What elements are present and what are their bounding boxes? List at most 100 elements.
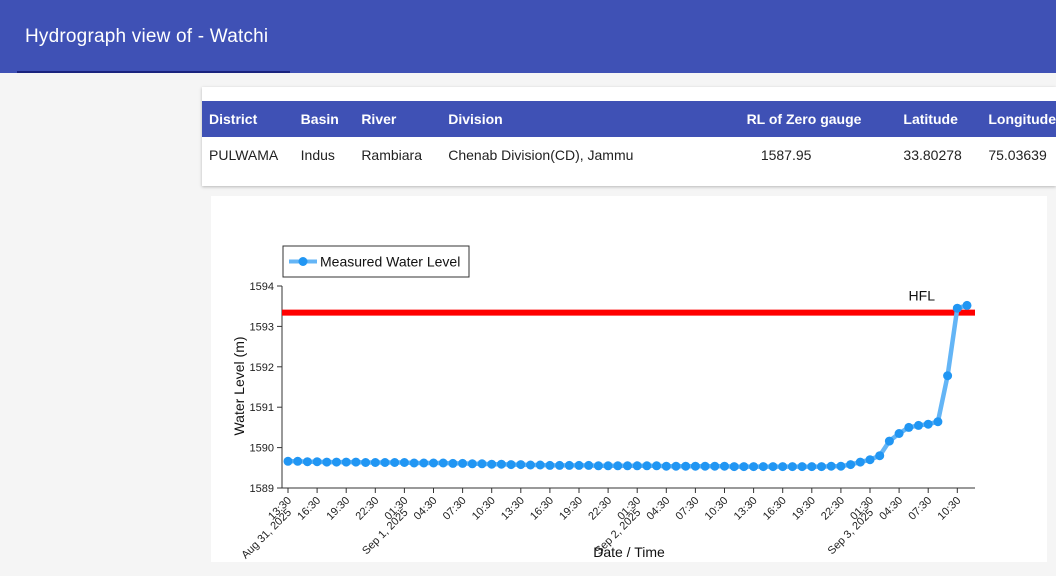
x-tick-label: 13:30 (499, 495, 527, 523)
data-point (603, 461, 613, 471)
page-title: Hydrograph view of - Watchi (25, 26, 269, 47)
cell-division: Chenab Division(CD), Jammu (448, 147, 634, 163)
data-point (584, 460, 594, 470)
data-point (720, 461, 729, 471)
series-layer (283, 300, 972, 472)
data-point (690, 461, 700, 471)
column-header-basin: Basin (300, 101, 362, 137)
data-point (855, 457, 865, 467)
data-point (399, 458, 409, 467)
reference-label-hfl: HFL (909, 288, 936, 304)
x-tick-label: 19:30 (324, 495, 352, 523)
data-point (302, 457, 312, 467)
data-point (962, 300, 972, 310)
x-tick-label: 10:30 (935, 495, 963, 523)
column-header-latitude: Latitude (861, 101, 989, 137)
data-point (390, 458, 400, 467)
data-point (623, 461, 632, 471)
data-point (807, 462, 817, 472)
y-axis-title: Water Level (m) (231, 336, 247, 435)
data-point (564, 460, 574, 470)
station-info-card: District Basin River Division RL of Zero… (202, 87, 1056, 186)
column-header-division: Division (448, 101, 659, 137)
legend[interactable]: Measured Water Level (282, 245, 470, 278)
x-tick-label: 22:30 (819, 495, 847, 523)
data-point (613, 461, 623, 471)
x-tick-label: 19:30 (790, 495, 818, 523)
data-point (487, 459, 497, 469)
data-point (894, 429, 904, 438)
data-point (904, 422, 914, 432)
column-header-longitude: Longitude (988, 101, 1056, 137)
column-header-rl-zero-gauge: RL of Zero gauge (658, 101, 862, 137)
data-point (332, 457, 341, 467)
data-point (914, 420, 923, 430)
data-point (826, 461, 836, 471)
x-axis-title: Date / Time (593, 544, 665, 560)
data-point (875, 451, 885, 461)
data-point (419, 458, 429, 468)
table-row: PULWAMA Indus Rambiara Chenab Division(C… (202, 137, 1056, 173)
data-point (933, 417, 943, 427)
data-point (341, 457, 351, 467)
cell-district: PULWAMA (209, 147, 279, 163)
data-point (322, 457, 332, 467)
y-tick-label: 1592 (250, 362, 274, 374)
y-tick-label: 1589 (250, 483, 274, 495)
y-tick-label: 1593 (250, 321, 274, 333)
data-point (555, 460, 565, 470)
data-point (516, 460, 526, 470)
data-point (409, 458, 419, 468)
data-point (593, 461, 603, 471)
data-point (758, 462, 768, 472)
x-tick-label: 10:30 (703, 495, 731, 523)
data-point (865, 455, 875, 465)
data-point (671, 461, 681, 471)
data-point (506, 460, 516, 470)
x-tick-label: 07:30 (906, 495, 934, 523)
x-tick-label: 07:30 (441, 495, 469, 523)
data-point (496, 459, 506, 469)
data-point (283, 456, 293, 466)
x-tick-label: 10:30 (470, 495, 498, 523)
data-point (817, 462, 826, 472)
data-point (458, 458, 468, 468)
data-point (632, 461, 642, 471)
data-point (574, 460, 584, 470)
data-point (467, 459, 477, 469)
y-tick-label: 1594 (250, 281, 274, 293)
reference-layer: HFL (282, 288, 975, 316)
data-point (700, 461, 710, 471)
cell-basin: Indus (300, 147, 335, 163)
data-point (952, 303, 962, 313)
data-point (652, 461, 662, 471)
data-point (351, 457, 361, 467)
table-header-row: District Basin River Division RL of Zero… (202, 101, 1056, 137)
x-tick-label: 13:30 (732, 495, 760, 523)
x-tick-label: 04:30 (877, 495, 905, 523)
cell-rl-zero-gauge: 1587.95 (760, 147, 812, 163)
series-line (288, 303, 968, 469)
x-tick-label: 22:30 (586, 495, 614, 523)
data-point (681, 461, 691, 471)
column-header-river: River (361, 101, 449, 137)
data-point (836, 461, 846, 471)
data-point (797, 462, 807, 472)
data-point (923, 419, 933, 429)
data-point (943, 371, 953, 381)
x-tick-label: 04:30 (412, 495, 440, 523)
column-header-district: District (202, 101, 301, 137)
data-point (778, 462, 788, 472)
app-bar: Hydrograph view of - Watchi (0, 0, 1056, 73)
data-point (846, 460, 856, 470)
x-tick-label: 04:30 (644, 495, 672, 523)
x-tick-label: 19:30 (557, 495, 585, 523)
data-point (312, 457, 322, 467)
data-point (545, 460, 555, 470)
data-point (429, 458, 438, 468)
x-tick-label: 16:30 (761, 495, 789, 523)
legend-label: Measured Water Level (320, 254, 460, 270)
data-point (710, 461, 720, 471)
